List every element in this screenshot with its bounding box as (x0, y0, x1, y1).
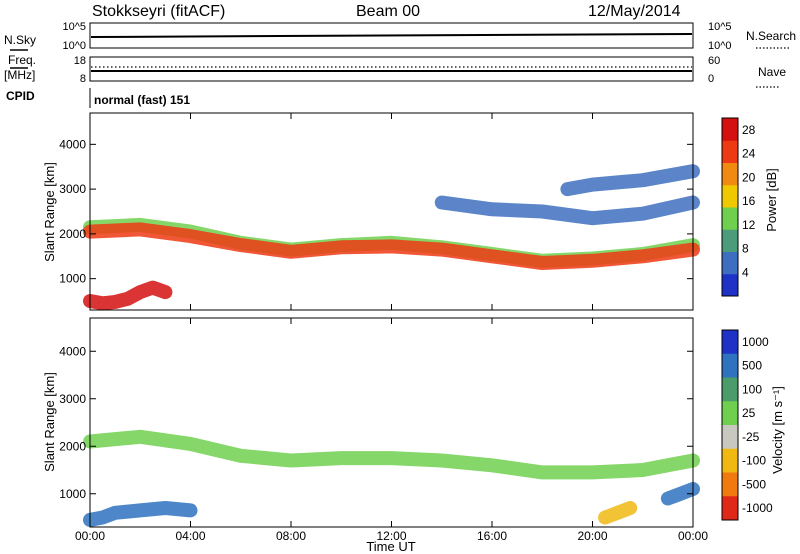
power-colorbar-swatch (722, 140, 738, 163)
velocity-colorbar: 1000 500 100 25 -25 -100 -500 -1000 (721, 329, 773, 521)
freq-tick-top: 18 (74, 55, 86, 67)
power-ytick-label: 4000 (59, 137, 86, 151)
power-echo-band (83, 222, 700, 270)
nave-tick-bottom: 0 (708, 73, 714, 85)
power-ytick-label: 2000 (59, 227, 86, 241)
power-colorbar-swatch (722, 184, 738, 208)
velocity-colorbar-swatch (722, 377, 738, 402)
nsky-trace (90, 33, 693, 38)
mhz-label: [MHz] (4, 68, 35, 82)
time-axis: 00:00 04:00 08:00 12:00 16:00 20:00 00:00 (75, 113, 708, 543)
power-colorbar-swatch (722, 118, 738, 141)
nsky-line (90, 33, 693, 38)
power-colorbar-tick: 12 (742, 218, 756, 232)
power-colorbar-swatch (722, 162, 738, 186)
power-colorbar-tick: 28 (742, 123, 756, 137)
power-colorbar-swatch (722, 207, 738, 230)
station-title: Stokkseyri (fitACF) (92, 3, 225, 20)
nave-label: Nave (758, 65, 786, 79)
power-ytick-label: 1000 (59, 272, 86, 286)
time-tick-label: 20:00 (577, 529, 607, 543)
cpid-label: CPID (6, 89, 35, 103)
velocity-echo-band (660, 482, 700, 506)
nsearch-tick-top: 10^5 (708, 21, 732, 33)
time-tick-label: 04:00 (175, 529, 205, 543)
power-colorbar-label: Power [dB] (764, 168, 779, 232)
velocity-colorbar-swatch (722, 401, 738, 426)
velocity-y-axis: 1000 2000 3000 4000 (59, 344, 693, 501)
nsky-label: N.Sky (4, 33, 36, 47)
velocity-colorbar-tick: 500 (742, 359, 762, 373)
power-colorbar-swatch (722, 273, 738, 297)
velocity-colorbar-tick: -100 (742, 454, 766, 468)
power-echo-band (434, 195, 700, 226)
cpid-text: normal (fast) 151 (94, 93, 190, 107)
date-label: 12/May/2014 (588, 3, 681, 20)
nsky-tick-top: 10^5 (62, 21, 86, 33)
velocity-colorbar-swatch (722, 330, 738, 355)
velocity-colorbar-frame (721, 329, 739, 521)
time-xlabel: Time UT (366, 539, 415, 554)
velocity-panel-frame (89, 317, 694, 528)
power-colorbar-tick: 24 (742, 147, 756, 161)
velocity-ytick-label: 2000 (59, 439, 86, 453)
time-tick-label: 00:00 (678, 529, 708, 543)
velocity-ylabel: Slant Range [km] (42, 372, 57, 472)
time-tick-label: 12:00 (376, 529, 406, 543)
nsearch-label: N.Search (746, 29, 796, 43)
freq-panel-frame (89, 56, 694, 82)
velocity-colorbar-tick: -1000 (742, 501, 773, 515)
velocity-colorbar-tick: 1000 (742, 335, 769, 349)
velocity-colorbar-swatch (722, 496, 738, 521)
velocity-ytick-label: 3000 (59, 392, 86, 406)
time-tick-label: 16:00 (477, 529, 507, 543)
power-colorbar-tick: 16 (742, 194, 756, 208)
velocity-echo-band (598, 501, 638, 525)
velocity-echo-band (83, 429, 700, 480)
power-colorbar-swatch (722, 229, 738, 252)
velocity-colorbar-swatch (722, 353, 738, 378)
power-echo-band (560, 164, 700, 197)
power-colorbar: 4 8 12 16 20 24 28 (721, 117, 756, 297)
velocity-colorbar-label: Velocity [m s⁻¹] (770, 386, 785, 474)
velocity-colorbar-tick: -25 (742, 430, 760, 444)
power-ylabel: Slant Range [km] (42, 162, 57, 262)
power-colorbar-tick: 8 (742, 242, 749, 256)
velocity-colorbar-swatch (722, 472, 738, 497)
velocity-colorbar-tick: -500 (742, 477, 766, 491)
time-tick-label: 00:00 (75, 529, 105, 543)
velocity-ytick-label: 1000 (59, 487, 86, 501)
power-ytick-label: 3000 (59, 182, 86, 196)
power-colorbar-frame (721, 117, 739, 297)
power-y-axis: 1000 2000 3000 4000 (59, 137, 693, 286)
power-colorbar-tick: 20 (742, 170, 756, 184)
nsky-tick-bottom: 10^0 (62, 40, 86, 52)
velocity-colorbar-swatch (722, 448, 738, 473)
velocity-colorbar-tick: 100 (742, 382, 762, 396)
velocity-ytick-label: 4000 (59, 344, 86, 358)
time-tick-label: 08:00 (276, 529, 306, 543)
nsearch-tick-bottom: 10^0 (708, 40, 732, 52)
nave-tick-top: 60 (708, 55, 720, 67)
velocity-echoes (83, 429, 700, 527)
velocity-echo-band (83, 501, 198, 527)
power-echo-band (83, 280, 173, 311)
freq-tick-bottom: 8 (80, 73, 86, 85)
beam-label: Beam 00 (356, 3, 420, 20)
nsky-panel-frame (89, 22, 694, 49)
power-echoes (83, 164, 700, 311)
velocity-colorbar-swatch (722, 425, 738, 450)
power-colorbar-swatch (722, 251, 738, 275)
freq-label: Freq. (8, 53, 36, 67)
power-colorbar-tick: 4 (742, 265, 749, 279)
velocity-colorbar-tick: 25 (742, 406, 756, 420)
